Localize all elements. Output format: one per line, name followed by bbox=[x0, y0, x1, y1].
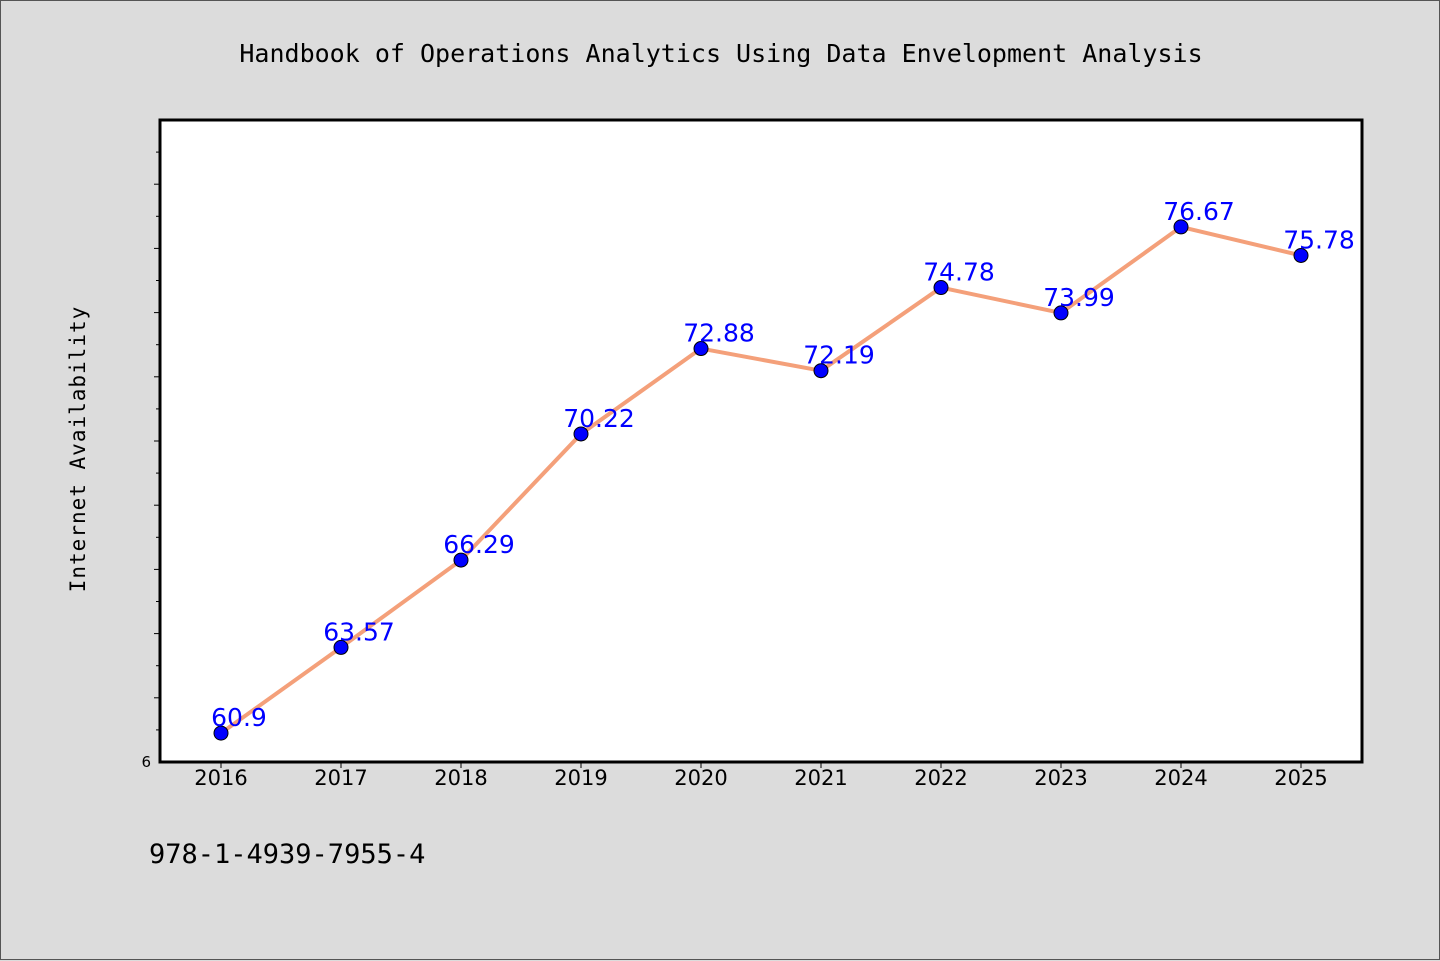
y-axis-label: Internet Availability bbox=[66, 306, 90, 593]
x-tick-label: 2022 bbox=[914, 766, 967, 790]
data-label: 70.22 bbox=[563, 404, 635, 433]
x-tick-label: 2021 bbox=[794, 766, 847, 790]
data-point bbox=[573, 426, 589, 442]
x-tick-label: 2018 bbox=[434, 766, 487, 790]
plot-area bbox=[158, 118, 1364, 764]
x-tick-label: 2016 bbox=[194, 766, 247, 790]
data-point bbox=[453, 552, 469, 568]
x-tick-label: 2019 bbox=[554, 766, 607, 790]
data-point bbox=[1293, 247, 1309, 263]
data-label: 76.67 bbox=[1163, 197, 1235, 226]
y-axis-ticks bbox=[154, 151, 160, 731]
data-label: 74.78 bbox=[923, 258, 995, 287]
data-label: 72.19 bbox=[803, 341, 875, 370]
x-tick-label: 2024 bbox=[1154, 766, 1207, 790]
series-line bbox=[219, 224, 1303, 736]
series-layer: 60.9 63.57 66.29 70.22 72.88 72.19 74.78 73.99 7… bbox=[211, 197, 1355, 741]
x-tick-label: 2017 bbox=[314, 766, 367, 790]
data-label: 75.78 bbox=[1283, 225, 1355, 254]
data-label: 63.57 bbox=[323, 617, 395, 646]
x-tick-label: 2023 bbox=[1034, 766, 1087, 790]
x-tick-label: 2025 bbox=[1274, 766, 1327, 790]
data-point bbox=[933, 280, 949, 296]
data-point bbox=[813, 363, 829, 379]
x-tick-label: 2020 bbox=[674, 766, 727, 790]
data-point bbox=[1053, 305, 1069, 321]
data-label: 60.9 bbox=[211, 703, 267, 732]
chart-title: Handbook of Operations Analytics Using D… bbox=[239, 39, 1202, 68]
data-label: 66.29 bbox=[443, 530, 515, 559]
data-point bbox=[1173, 219, 1189, 235]
data-point bbox=[693, 341, 709, 357]
x-axis-ticks: 2016 2017 2018 2019 2020 2021 2022 2023 2024 2025 bbox=[194, 762, 1328, 790]
y-tick-label: 6 bbox=[141, 753, 151, 771]
data-label: 73.99 bbox=[1043, 283, 1115, 312]
data-label: 72.88 bbox=[683, 319, 755, 348]
footer-isbn: 978-1-4939-7955-4 bbox=[149, 839, 425, 870]
data-point bbox=[333, 639, 349, 655]
data-point bbox=[213, 725, 229, 741]
